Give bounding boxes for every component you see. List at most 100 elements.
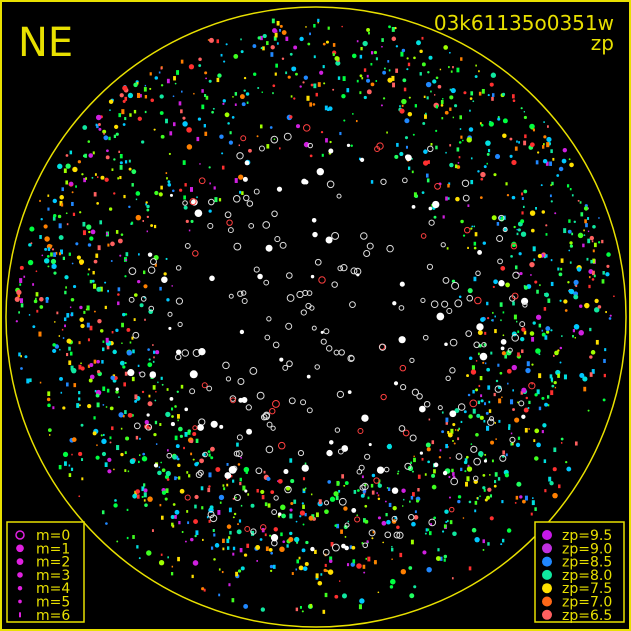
star-marker	[129, 113, 132, 117]
star-marker	[316, 168, 324, 176]
star-marker	[413, 585, 417, 589]
legend-marker	[16, 544, 24, 553]
star-marker	[454, 299, 463, 308]
star-marker	[234, 178, 238, 183]
star-marker	[226, 462, 229, 466]
star-marker	[443, 45, 449, 50]
star-marker	[500, 319, 502, 322]
star-marker	[158, 466, 161, 469]
star-marker	[440, 104, 444, 107]
star-marker	[425, 112, 427, 115]
star-marker	[281, 57, 285, 61]
star-marker	[542, 158, 548, 164]
star-marker	[69, 351, 73, 356]
star-marker	[350, 562, 355, 567]
star-marker	[247, 493, 250, 496]
star-marker	[560, 442, 563, 444]
star-marker	[544, 335, 548, 340]
star-marker	[240, 290, 247, 296]
star-marker	[421, 191, 425, 194]
star-marker	[265, 244, 273, 252]
star-marker	[324, 105, 328, 111]
star-marker	[323, 82, 326, 85]
star-marker	[394, 515, 397, 520]
star-marker	[99, 220, 103, 225]
star-marker	[590, 259, 593, 264]
star-marker	[502, 311, 505, 314]
star-marker	[110, 260, 113, 262]
legend-marker	[542, 583, 552, 594]
star-marker	[205, 95, 209, 100]
star-marker	[301, 610, 304, 613]
star-marker	[146, 413, 150, 417]
star-marker	[477, 330, 483, 336]
star-marker	[524, 495, 528, 501]
star-marker	[523, 115, 527, 120]
star-marker	[269, 407, 276, 415]
star-marker	[122, 415, 125, 418]
star-marker	[143, 270, 146, 275]
size-legend-entry: m=2	[16, 555, 70, 571]
star-marker	[46, 258, 49, 262]
star-marker	[136, 545, 139, 549]
star-marker	[437, 405, 443, 411]
star-marker	[340, 529, 343, 534]
star-marker	[459, 115, 462, 120]
star-marker	[66, 352, 69, 357]
star-marker	[260, 413, 268, 421]
star-marker	[554, 350, 559, 356]
star-marker	[158, 71, 161, 74]
star-marker	[398, 305, 405, 311]
star-marker	[511, 292, 519, 300]
star-marker	[102, 129, 107, 134]
star-marker	[129, 341, 132, 344]
star-marker	[104, 305, 107, 310]
star-marker	[486, 495, 490, 500]
star-marker	[473, 225, 476, 228]
star-marker	[124, 117, 127, 121]
star-marker	[147, 266, 156, 274]
star-marker	[452, 531, 457, 537]
star-marker	[294, 536, 300, 543]
star-marker	[563, 374, 567, 380]
star-marker	[400, 384, 407, 391]
star-marker	[411, 205, 416, 209]
star-marker	[148, 358, 151, 361]
star-marker	[124, 451, 127, 455]
star-marker	[541, 396, 545, 400]
star-marker	[462, 517, 465, 519]
star-marker	[577, 199, 580, 202]
star-marker	[138, 454, 141, 457]
star-marker	[138, 371, 141, 374]
star-marker	[370, 62, 373, 66]
star-marker	[332, 52, 335, 57]
star-marker	[66, 313, 70, 318]
legend-label: zp=7.0	[562, 595, 612, 611]
star-marker	[487, 418, 495, 426]
star-marker	[232, 96, 234, 98]
legend-marker	[17, 585, 23, 591]
star-marker	[104, 177, 109, 182]
star-marker	[474, 232, 478, 237]
star-marker	[61, 187, 64, 192]
star-marker	[490, 351, 493, 355]
star-marker	[270, 425, 276, 431]
star-marker	[89, 374, 95, 380]
star-marker	[585, 223, 588, 228]
star-marker	[409, 500, 411, 503]
star-marker	[502, 118, 508, 124]
star-marker	[238, 519, 242, 523]
star-marker	[487, 94, 490, 97]
star-marker	[234, 103, 237, 106]
star-marker	[461, 139, 464, 142]
star-marker	[227, 122, 230, 125]
star-marker	[177, 321, 183, 327]
star-marker	[322, 609, 326, 614]
star-marker	[569, 261, 572, 264]
star-marker	[138, 253, 140, 256]
star-marker	[523, 330, 527, 335]
star-marker	[490, 440, 495, 445]
star-marker	[188, 64, 195, 70]
star-marker	[523, 140, 527, 146]
star-marker	[153, 128, 156, 131]
